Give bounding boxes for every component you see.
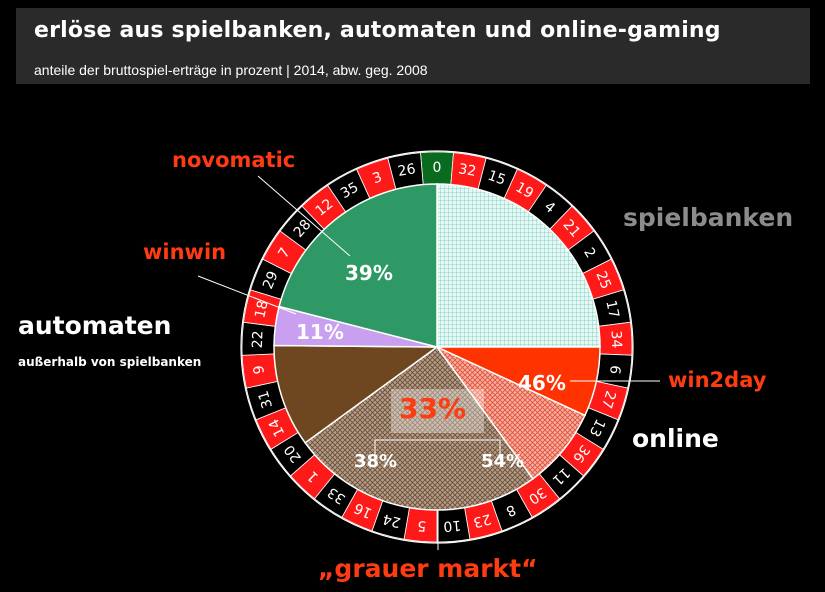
- wheel-number: 34: [607, 330, 624, 349]
- wheel-number: 15: [486, 168, 508, 189]
- label-spielbanken: spielbanken: [623, 203, 794, 232]
- grey-total-box: [391, 389, 484, 433]
- header-bar: erlöse aus spielbanken, automaten und on…: [16, 8, 810, 84]
- label-automaten-sub: außerhalb von spielbanken: [18, 355, 202, 369]
- label-novomatic: novomatic: [172, 148, 296, 172]
- wheel-number: 10: [443, 517, 462, 534]
- wheel-number: 26: [397, 161, 417, 180]
- wheel-number: 13: [586, 416, 608, 439]
- slice-automaten-other: [273, 344, 440, 444]
- wheel-number: 14: [266, 416, 288, 439]
- pie-slices: [273, 183, 601, 511]
- wheel-number: 23: [471, 510, 492, 530]
- chart-subtitle: anteile der bruttospiel-erträge in proze…: [34, 62, 428, 78]
- wheel-number: 29: [260, 269, 281, 292]
- label-online: online: [632, 424, 719, 453]
- wheel-number: 6: [606, 364, 623, 375]
- pct-novomatic: 39%: [345, 261, 393, 285]
- pct-win2day: 46%: [518, 371, 566, 395]
- label-win2day: win2day: [668, 368, 767, 392]
- wheel-number: 18: [252, 299, 271, 320]
- label-grauer-markt: „grauer markt“: [318, 554, 538, 583]
- wheel-number: 19: [513, 179, 536, 202]
- pct-grey-total: 33%: [399, 392, 467, 425]
- label-automaten: automaten: [18, 311, 172, 340]
- wheel-number: 9: [251, 364, 268, 375]
- wheel-number: 31: [256, 389, 277, 411]
- wheel-number: 16: [352, 499, 375, 521]
- wheel-number: 24: [381, 510, 402, 530]
- leader-grauer-markt: [374, 439, 501, 460]
- chart-title: erlöse aus spielbanken, automaten und on…: [34, 18, 721, 43]
- leader-lines: [197, 175, 660, 550]
- pct-grey-online: 54%: [481, 451, 525, 472]
- wheel-number: 27: [598, 389, 619, 411]
- slice-novomatic: [278, 183, 438, 348]
- slice-spielbanken: [436, 183, 601, 348]
- pct-grey-automaten: 38%: [354, 451, 398, 472]
- wheel-number: 22: [250, 330, 267, 348]
- pct-winwin: 11%: [296, 320, 344, 344]
- wheel-number: 25: [592, 269, 613, 292]
- label-winwin: winwin: [143, 240, 227, 264]
- leader-novomatic: [257, 175, 351, 257]
- leader-winwin: [197, 275, 297, 315]
- wheel-number: 5: [417, 517, 427, 534]
- wheel-number: 32: [457, 161, 477, 180]
- wheel-number: 0: [433, 160, 442, 176]
- slice-grauer-markt: [304, 345, 534, 511]
- wheel-number: 35: [338, 179, 361, 202]
- wheel-number: 17: [602, 299, 621, 320]
